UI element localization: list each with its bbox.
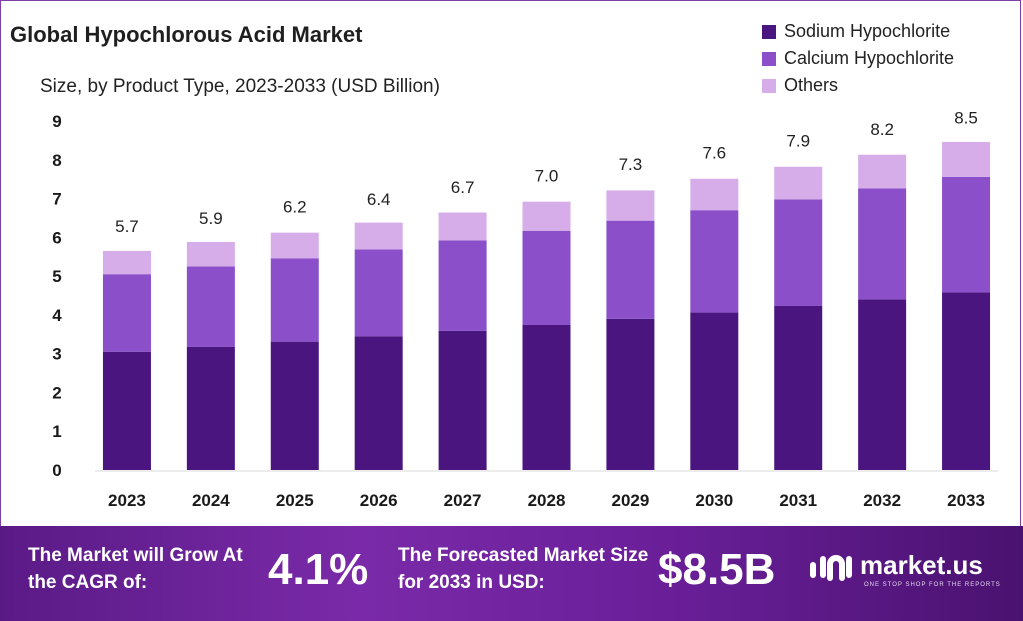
bar-segment-sodium bbox=[774, 305, 823, 470]
y-tick-label: 0 bbox=[52, 461, 61, 480]
bar-segment-sodium bbox=[606, 318, 655, 470]
bar-segment-sodium bbox=[270, 341, 319, 470]
market-us-logo-icon bbox=[810, 555, 852, 581]
chart-title: Global Hypochlorous Acid Market bbox=[10, 22, 363, 47]
bar-segment-calcium bbox=[858, 188, 907, 300]
y-tick-label: 5 bbox=[52, 267, 61, 286]
cagr-value: 4.1% bbox=[268, 545, 369, 594]
bar-segment-calcium bbox=[606, 220, 655, 319]
bar-total-label: 7.6 bbox=[702, 143, 726, 162]
bar-segment-others bbox=[690, 178, 739, 211]
legend-swatch-calcium bbox=[762, 51, 776, 66]
bar-segment-sodium bbox=[690, 312, 739, 470]
brand-block: market.us ONE STOP SHOP FOR THE REPORTS bbox=[808, 548, 1008, 598]
y-tick-label: 8 bbox=[52, 151, 61, 170]
bar-segment-others bbox=[354, 222, 403, 250]
x-tick-label: 2030 bbox=[695, 491, 733, 510]
chart-subtitle: Size, by Product Type, 2023-2033 (USD Bi… bbox=[40, 76, 440, 97]
bar-segment-others bbox=[438, 212, 487, 241]
legend-label-others: Others bbox=[784, 75, 839, 95]
bar-segment-others bbox=[186, 241, 235, 267]
y-tick-label: 9 bbox=[52, 112, 61, 131]
bar-total-label: 7.3 bbox=[619, 155, 643, 174]
bar-total-label: 8.2 bbox=[870, 120, 894, 139]
legend-item-others: Others bbox=[762, 72, 954, 99]
bar-segment-calcium bbox=[522, 230, 571, 325]
bar-segment-sodium bbox=[522, 324, 571, 470]
bar-segment-calcium bbox=[354, 249, 403, 337]
bar-total-label: 6.7 bbox=[451, 178, 475, 197]
y-tick-label: 6 bbox=[52, 228, 61, 247]
bar-segment-others bbox=[774, 166, 823, 200]
x-tick-label: 2026 bbox=[360, 491, 398, 510]
bar-segment-calcium bbox=[438, 240, 487, 331]
bar-segment-others bbox=[522, 201, 571, 231]
bar-total-label: 6.4 bbox=[367, 190, 391, 209]
bar-segment-others bbox=[270, 232, 319, 259]
x-tick-label: 2025 bbox=[276, 491, 314, 510]
bar-total-label: 5.7 bbox=[115, 217, 139, 236]
forecast-label: The Forecasted Market Size for 2033 in U… bbox=[398, 545, 649, 593]
bar-segment-others bbox=[942, 141, 991, 177]
legend-item-calcium: Calcium Hypochlorite bbox=[762, 45, 954, 72]
bar-segment-sodium bbox=[102, 351, 151, 470]
bar-segment-sodium bbox=[438, 330, 487, 470]
bar-segment-calcium bbox=[102, 274, 151, 352]
x-tick-label: 2024 bbox=[192, 491, 230, 510]
y-tick-label: 7 bbox=[52, 190, 61, 209]
stacked-bar-chart: 0 1 2 3 4 5 6 7 8 9 5.7 2023 5.9 2024 6.2 2025 6.4 2026 6.… bbox=[52, 108, 998, 510]
x-tick-label: 2031 bbox=[779, 491, 817, 510]
y-tick-label: 1 bbox=[52, 422, 61, 441]
x-tick-label: 2029 bbox=[611, 491, 649, 510]
bar-segment-calcium bbox=[270, 258, 319, 342]
legend-swatch-sodium bbox=[762, 24, 776, 39]
bar-segment-calcium bbox=[774, 199, 823, 306]
bar-segment-sodium bbox=[354, 336, 403, 470]
bar-total-label: 5.9 bbox=[199, 209, 223, 228]
legend-item-sodium: Sodium Hypochlorite bbox=[762, 18, 954, 45]
forecast-value: $8.5B bbox=[658, 545, 776, 594]
bar-segment-calcium bbox=[186, 266, 235, 347]
x-tick-label: 2027 bbox=[444, 491, 482, 510]
bar-segment-sodium bbox=[858, 299, 907, 470]
x-tick-label: 2033 bbox=[947, 491, 985, 510]
bar-segment-sodium bbox=[942, 292, 991, 470]
y-tick-label: 4 bbox=[52, 306, 62, 325]
bar-segment-calcium bbox=[690, 210, 739, 313]
brand-name: market.us bbox=[860, 550, 983, 580]
brand-tagline: ONE STOP SHOP FOR THE REPORTS bbox=[864, 582, 1001, 588]
bar-segment-sodium bbox=[186, 346, 235, 470]
chart-legend: Sodium Hypochlorite Calcium Hypochlorite… bbox=[762, 18, 954, 99]
legend-label-sodium: Sodium Hypochlorite bbox=[784, 21, 951, 41]
bar-total-label: 6.2 bbox=[283, 198, 307, 217]
summary-banner: The Market will Grow At the CAGR of: 4.1… bbox=[0, 526, 1023, 621]
cagr-label: The Market will Grow At the CAGR of: bbox=[28, 545, 243, 593]
y-tick-label: 3 bbox=[52, 345, 61, 364]
bar-segment-others bbox=[858, 154, 907, 189]
x-tick-label: 2028 bbox=[528, 491, 566, 510]
bar-segment-others bbox=[606, 190, 655, 221]
bar-segment-others bbox=[102, 250, 151, 275]
bar-segment-calcium bbox=[942, 176, 991, 293]
legend-swatch-others bbox=[762, 78, 776, 93]
bar-total-label: 7.0 bbox=[535, 167, 559, 186]
bar-total-label: 8.5 bbox=[954, 108, 978, 127]
legend-label-calcium: Calcium Hypochlorite bbox=[784, 48, 955, 68]
y-tick-label: 2 bbox=[52, 383, 61, 402]
x-tick-label: 2032 bbox=[863, 491, 901, 510]
x-tick-label: 2023 bbox=[108, 491, 146, 510]
bar-total-label: 7.9 bbox=[786, 132, 810, 151]
